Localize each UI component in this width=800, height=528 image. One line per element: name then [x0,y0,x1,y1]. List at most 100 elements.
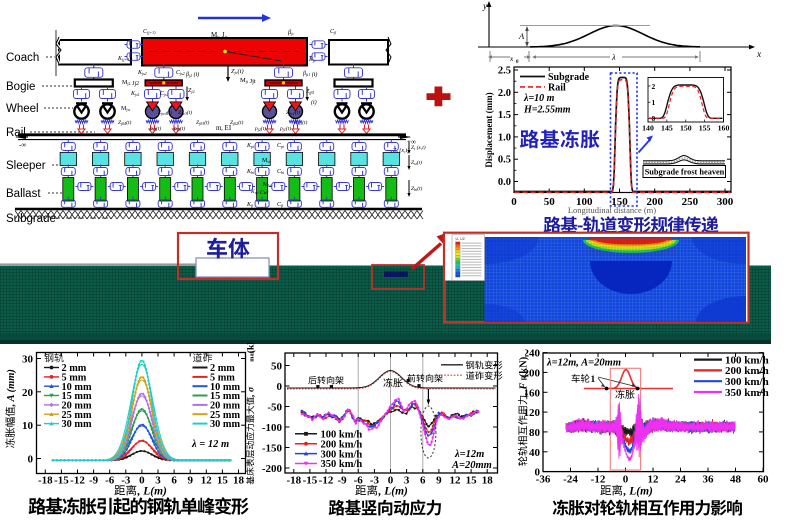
svg-text:-3: -3 [121,475,131,487]
svg-text:Zj01(t): Zj01(t) [294,119,308,126]
svg-text:-50: -50 [267,402,282,414]
svg-text:100 km/h: 100 km/h [725,354,769,366]
svg-text:C(j+1): C(j+1) [143,29,156,35]
svg-text:48: 48 [730,474,742,486]
svg-text:-15: -15 [303,475,318,487]
svg-text:Cjs1: Cjs1 [160,91,169,97]
svg-text:1: 1 [591,375,596,385]
svg-text:K(j+1)c: K(j+1)c [117,56,132,62]
svg-text:R: R [522,375,529,380]
svg-text:0: 0 [277,381,283,393]
svg-text:40: 40 [529,447,541,459]
svg-text:-200: -200 [262,463,283,475]
svg-text:2.0: 2.0 [498,88,511,99]
svg-text:H=2.55mm: H=2.55mm [523,105,571,116]
svg-text:-18: -18 [38,475,53,487]
svg-text:(kN): (kN) [519,356,530,377]
svg-text:2 mm: 2 mm [62,363,87,374]
svg-text:-12: -12 [70,475,85,487]
svg-text:300 km/h: 300 km/h [725,376,769,388]
svg-text:6: 6 [420,475,426,487]
svg-text:Subgrade frost heaven: Subgrade frost heaven [645,168,725,177]
svg-text:15 mm: 15 mm [210,391,240,402]
svg-text:Kjc: Kjc [308,57,316,63]
svg-text:, L(m): , L(m) [623,486,654,498]
svg-text:2: 2 [652,82,656,91]
svg-text:12: 12 [648,474,660,486]
svg-text:24: 24 [675,474,687,486]
svg-text:Zjw4(t): Zjw4(t) [158,109,172,116]
svg-text:βj2 (t): βj2 (t) [185,71,199,79]
svg-text:Mjt Jjt: Mjt Jjt [240,77,256,85]
svg-text:2 mm: 2 mm [210,363,235,374]
svg-text:15: 15 [466,475,478,487]
svg-text:50: 50 [271,361,283,373]
svg-text:y: y [482,2,488,12]
svg-text:Zbi(t): Zbi(t) [411,185,423,192]
svg-text:0: 0 [388,475,394,487]
svg-text:150: 150 [611,196,628,208]
svg-text:x: x [509,54,514,63]
svg-text:Kjs1: Kjs1 [130,91,140,97]
svg-text:-18: -18 [286,475,301,487]
svg-text:140: 140 [642,124,654,133]
svg-text:+∞: +∞ [407,138,416,146]
svg-text:Kjs2: Kjs2 [137,70,147,76]
svg-text:, L(m): , L(m) [137,486,168,498]
svg-text:6: 6 [171,475,177,487]
svg-text:200 km/h: 200 km/h [321,439,363,450]
svg-text:145: 145 [661,124,673,133]
svg-text:36: 36 [703,474,715,486]
svg-text:Mjw: Mjw [121,106,130,112]
svg-text:mr EI: mr EI [216,124,232,133]
svg-text:Kbi: Kbi [246,169,254,175]
svg-text:βjc: βjc [287,29,294,36]
svg-text:Msi: Msi [262,158,271,164]
svg-text:250: 250 [682,196,699,208]
svg-text:Zj03(t): Zj03(t) [196,119,210,126]
svg-text:, A (mm): , A (mm) [6,369,17,407]
svg-text:pj4(t): pj4(t) [149,125,161,132]
svg-text:Mbi: Mbi [263,182,272,188]
svg-text:1.5: 1.5 [498,110,511,121]
svg-text:9: 9 [436,475,442,487]
svg-text:Zjw3(t): Zjw3(t) [178,109,192,116]
svg-text:x: x [756,50,762,60]
svg-text:Rail: Rail [548,82,566,93]
svg-text:pj2(t): pj2(t) [254,125,266,132]
svg-text:15: 15 [217,475,229,487]
svg-text:A=20mm: A=20mm [451,460,492,471]
svg-text:-15: -15 [54,475,69,487]
svg-text:5 mm: 5 mm [62,373,87,384]
svg-text:-3: -3 [370,475,380,487]
svg-text:0: 0 [139,475,145,487]
svg-text:-9: -9 [338,475,348,487]
svg-text:Ballast: Ballast [6,188,41,200]
svg-text:Zsi(t): Zsi(t) [411,159,422,166]
svg-text:200: 200 [646,196,663,208]
svg-text:1.0: 1.0 [498,132,511,143]
svg-text:Zj02(t): Zj02(t) [230,119,244,126]
svg-text:λ = 12 m: λ = 12 m [191,439,229,450]
svg-text:, F: , F [519,383,530,396]
svg-text:20 mm: 20 mm [62,401,92,412]
svg-text:Kwi Cwi: Kwi Cwi [250,189,269,196]
svg-text:0: 0 [535,467,541,479]
svg-text:18: 18 [233,475,245,487]
svg-text:5 mm: 5 mm [210,373,235,384]
svg-text:0.0: 0.0 [498,177,511,188]
svg-text:Cfi: Cfi [277,202,283,208]
svg-text:12: 12 [450,475,462,487]
svg-text:λ=12m: λ=12m [454,449,484,460]
svg-text:λ=10 m: λ=10 m [523,93,555,104]
svg-text:25 mm: 25 mm [62,410,92,421]
svg-text:Mjc Jjc: Mjc Jjc [211,31,228,40]
svg-text:Cbi: Cbi [277,169,284,175]
svg-text:15 mm: 15 mm [62,391,92,402]
svg-text:λ: λ [611,52,616,62]
svg-text:350 km/h: 350 km/h [725,387,769,399]
svg-text:0: 0 [516,60,519,65]
svg-text:1: 1 [652,98,656,107]
svg-text:Displacement (mm): Displacement (mm) [484,92,494,167]
svg-text:Zjβ1: Zjβ1 [306,89,314,95]
